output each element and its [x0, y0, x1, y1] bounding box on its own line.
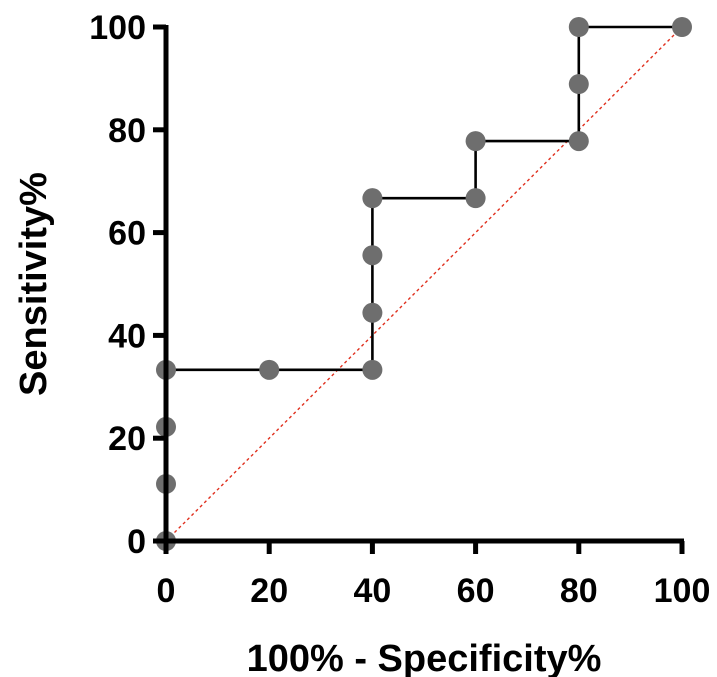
data-point [568, 131, 589, 152]
data-point [362, 302, 383, 323]
y-tick-label: 80 [108, 112, 146, 150]
data-point [465, 188, 486, 209]
y-tick-label: 40 [108, 317, 146, 355]
data-point [259, 359, 280, 380]
data-point [568, 74, 589, 95]
tick-labels: 0 20 40 60 80 100 0 20 40 60 80 100 [89, 9, 710, 610]
data-point [568, 17, 589, 37]
plot-area [156, 17, 692, 551]
y-tick-label: 100 [89, 9, 146, 47]
y-tick-label: 60 [108, 215, 146, 253]
reference-diagonal-line [165, 26, 683, 542]
data-point [362, 188, 383, 209]
x-tick-label: 0 [157, 572, 176, 610]
x-tick-label: 100 [654, 572, 711, 610]
data-point [362, 359, 383, 380]
y-axis-title: Sensitivity% [13, 172, 55, 396]
x-tick-label: 60 [457, 572, 495, 610]
x-axis-title: 100% - Specificity% [247, 638, 602, 677]
x-tick-label: 80 [560, 572, 598, 610]
data-point [672, 17, 692, 37]
y-tick-label: 0 [127, 523, 146, 561]
data-point [362, 245, 383, 266]
data-point [465, 131, 486, 152]
axes [153, 24, 685, 554]
x-tick-label: 40 [353, 572, 391, 610]
x-tick-label: 20 [250, 572, 288, 610]
y-tick-label: 20 [108, 420, 146, 458]
